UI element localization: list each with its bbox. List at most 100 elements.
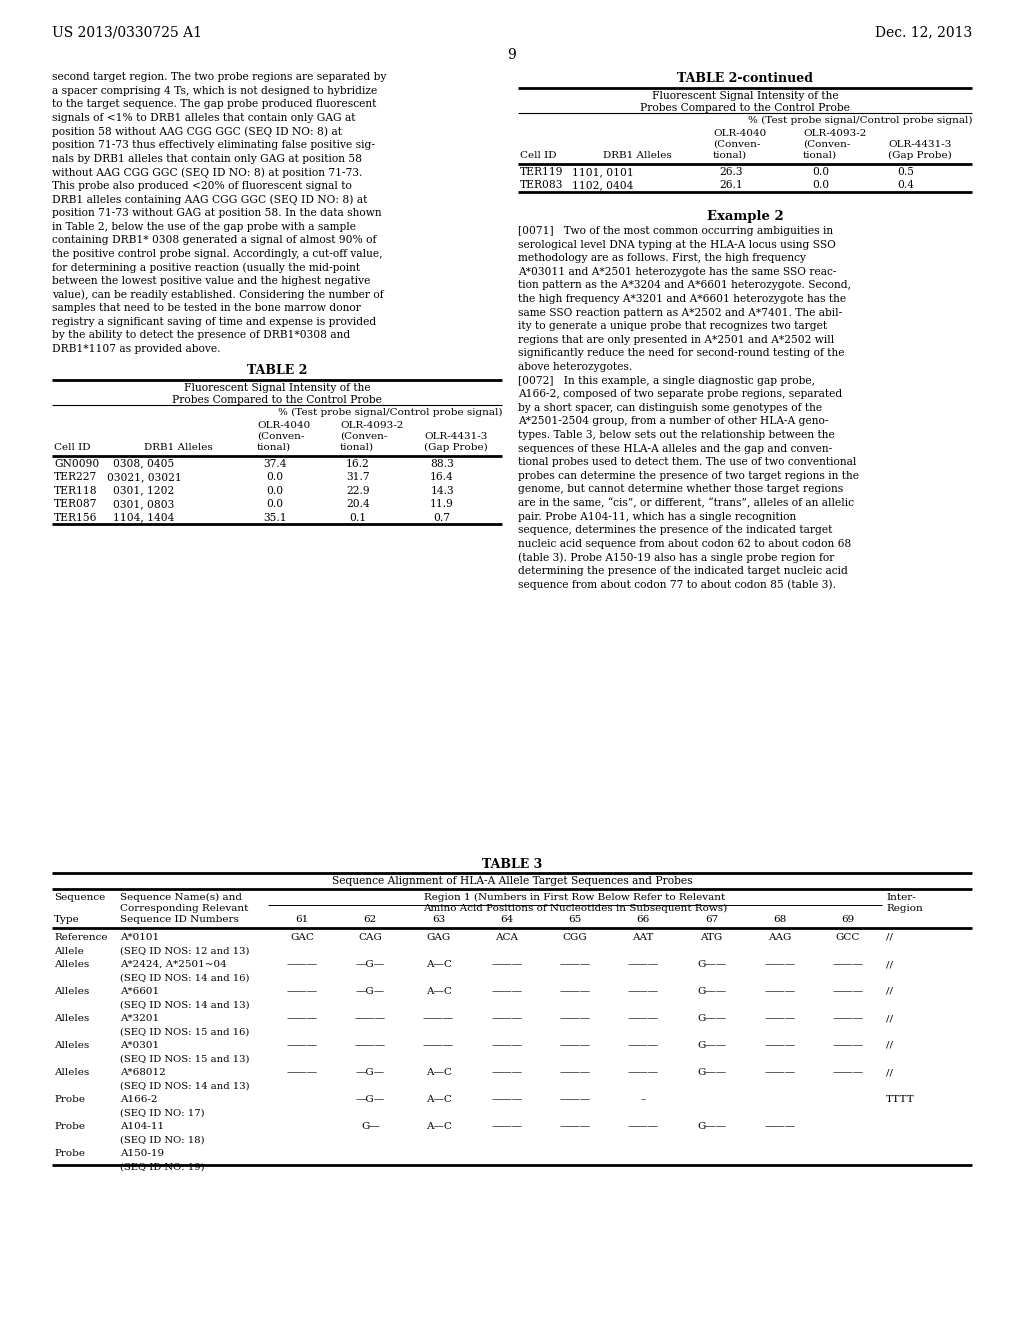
Text: Alleles: Alleles (54, 987, 89, 997)
Text: TABLE 2: TABLE 2 (247, 363, 307, 376)
Text: 16.2: 16.2 (346, 458, 370, 469)
Text: between the lowest positive value and the highest negative: between the lowest positive value and th… (52, 276, 371, 286)
Text: OLR-4093-2: OLR-4093-2 (803, 129, 866, 139)
Text: (SEQ ID NOS: 12 and 13): (SEQ ID NOS: 12 and 13) (120, 946, 250, 956)
Text: ———: ——— (492, 987, 522, 997)
Text: 0.0: 0.0 (266, 499, 284, 510)
Text: Allele: Allele (54, 946, 84, 956)
Text: OLR-4040: OLR-4040 (713, 129, 766, 139)
Text: ———: ——— (287, 960, 317, 969)
Text: //: // (886, 1068, 893, 1077)
Text: ———: ——— (833, 1041, 863, 1049)
Text: TER227: TER227 (54, 473, 97, 482)
Text: 26.3: 26.3 (719, 168, 742, 177)
Text: (table 3). Probe A150-19 also has a single probe region for: (table 3). Probe A150-19 also has a sing… (518, 552, 835, 562)
Text: Probe: Probe (54, 1148, 85, 1158)
Text: Type: Type (54, 915, 80, 924)
Text: (Conven-: (Conven- (803, 140, 850, 149)
Text: This probe also produced <20% of fluorescent signal to: This probe also produced <20% of fluores… (52, 181, 352, 191)
Text: Sequence Alignment of HLA-A Allele Target Sequences and Probes: Sequence Alignment of HLA-A Allele Targe… (332, 876, 692, 886)
Text: Sequence: Sequence (54, 894, 105, 902)
Text: ———: ——— (559, 1068, 591, 1077)
Text: Cell ID: Cell ID (54, 442, 90, 451)
Text: A—C: A—C (426, 960, 452, 969)
Text: (Gap Probe): (Gap Probe) (888, 150, 951, 160)
Text: A—C: A—C (426, 1122, 452, 1131)
Text: 65: 65 (568, 915, 582, 924)
Text: ———: ——— (287, 1068, 317, 1077)
Text: the positive control probe signal. Accordingly, a cut-off value,: the positive control probe signal. Accor… (52, 248, 383, 259)
Text: 0301, 0803: 0301, 0803 (114, 499, 175, 510)
Text: Sequence ID Numbers: Sequence ID Numbers (120, 915, 239, 924)
Text: by a short spacer, can distinguish some genotypes of the: by a short spacer, can distinguish some … (518, 403, 822, 413)
Text: ———: ——— (833, 987, 863, 997)
Text: TER156: TER156 (54, 512, 97, 523)
Text: A*68012: A*68012 (120, 1068, 166, 1077)
Text: 69: 69 (842, 915, 854, 924)
Text: TER087: TER087 (54, 499, 97, 510)
Text: to the target sequence. The gap probe produced fluorescent: to the target sequence. The gap probe pr… (52, 99, 377, 110)
Text: Region 1 (Numbers in First Row Below Refer to Relevant: Region 1 (Numbers in First Row Below Ref… (424, 894, 726, 902)
Text: GCC: GCC (836, 933, 860, 942)
Text: serological level DNA typing at the HLA-A locus using SSO: serological level DNA typing at the HLA-… (518, 240, 836, 249)
Text: value), can be readily established. Considering the number of: value), can be readily established. Cons… (52, 289, 384, 300)
Text: Reference: Reference (54, 933, 108, 942)
Text: Probes Compared to the Control Probe: Probes Compared to the Control Probe (172, 395, 382, 405)
Text: position 71-73 thus effectively eliminating false positive sig-: position 71-73 thus effectively eliminat… (52, 140, 375, 150)
Text: tional): tional) (340, 442, 374, 451)
Text: 31.7: 31.7 (346, 473, 370, 482)
Text: ———: ——— (833, 1068, 863, 1077)
Text: OLR-4431-3: OLR-4431-3 (888, 140, 951, 149)
Text: position 58 without AAG CGG GGC (SEQ ID NO: 8) at: position 58 without AAG CGG GGC (SEQ ID … (52, 127, 342, 137)
Text: Probe: Probe (54, 1096, 85, 1104)
Text: sequence, determines the presence of the indicated target: sequence, determines the presence of the… (518, 525, 833, 535)
Text: 0301, 1202: 0301, 1202 (114, 486, 175, 495)
Text: ———: ——— (764, 1041, 796, 1049)
Text: TER118: TER118 (54, 486, 97, 495)
Text: ity to generate a unique probe that recognizes two target: ity to generate a unique probe that reco… (518, 321, 827, 331)
Text: ———: ——— (287, 1041, 317, 1049)
Text: (Conven-: (Conven- (257, 432, 304, 441)
Text: ———: ——— (833, 960, 863, 969)
Text: tional): tional) (713, 150, 748, 160)
Text: (SEQ ID NO: 17): (SEQ ID NO: 17) (120, 1109, 205, 1118)
Text: G——: G—— (697, 1068, 726, 1077)
Text: sequence from about codon 77 to about codon 85 (table 3).: sequence from about codon 77 to about co… (518, 579, 836, 590)
Text: 0.0: 0.0 (266, 486, 284, 495)
Text: ———: ——— (559, 1014, 591, 1023)
Text: A*2501-2504 group, from a number of other HLA-A geno-: A*2501-2504 group, from a number of othe… (518, 416, 828, 426)
Text: A150-19: A150-19 (120, 1148, 164, 1158)
Text: second target region. The two probe regions are separated by: second target region. The two probe regi… (52, 73, 386, 82)
Text: OLR-4040: OLR-4040 (257, 421, 310, 429)
Text: DRB1 alleles containing AAG CGG GGC (SEQ ID NO: 8) at: DRB1 alleles containing AAG CGG GGC (SEQ… (52, 194, 368, 205)
Text: ———: ——— (559, 1096, 591, 1104)
Text: (SEQ ID NOS: 14 and 13): (SEQ ID NOS: 14 and 13) (120, 1081, 250, 1090)
Text: 64: 64 (500, 915, 513, 924)
Text: are in the same, “cis”, or different, “trans”, alleles of an allelic: are in the same, “cis”, or different, “t… (518, 498, 854, 508)
Text: tional): tional) (257, 442, 291, 451)
Text: GAC: GAC (290, 933, 314, 942)
Text: (SEQ ID NOS: 14 and 13): (SEQ ID NOS: 14 and 13) (120, 1001, 250, 1010)
Text: Inter-: Inter- (886, 894, 915, 902)
Text: significantly reduce the need for second-round testing of the: significantly reduce the need for second… (518, 348, 845, 359)
Text: ———: ——— (559, 987, 591, 997)
Text: methodology are as follows. First, the high frequency: methodology are as follows. First, the h… (518, 253, 806, 263)
Text: ———: ——— (423, 1041, 454, 1049)
Text: 1102, 0404: 1102, 0404 (572, 181, 634, 190)
Text: 88.3: 88.3 (430, 458, 454, 469)
Text: 0.0: 0.0 (812, 168, 829, 177)
Text: GAG: GAG (426, 933, 451, 942)
Text: —G—: —G— (355, 1096, 385, 1104)
Text: (Gap Probe): (Gap Probe) (424, 442, 487, 451)
Text: registry a significant saving of time and expense is provided: registry a significant saving of time an… (52, 317, 376, 327)
Text: tion pattern as the A*3204 and A*6601 heterozygote. Second,: tion pattern as the A*3204 and A*6601 he… (518, 280, 851, 290)
Text: ———: ——— (628, 1122, 658, 1131)
Text: 66: 66 (637, 915, 650, 924)
Text: —G—: —G— (355, 1068, 385, 1077)
Text: determining the presence of the indicated target nucleic acid: determining the presence of the indicate… (518, 566, 848, 576)
Text: Example 2: Example 2 (707, 210, 783, 223)
Text: ———: ——— (354, 1041, 386, 1049)
Text: ———: ——— (492, 1014, 522, 1023)
Text: Probe: Probe (54, 1122, 85, 1131)
Text: TABLE 3: TABLE 3 (482, 858, 542, 871)
